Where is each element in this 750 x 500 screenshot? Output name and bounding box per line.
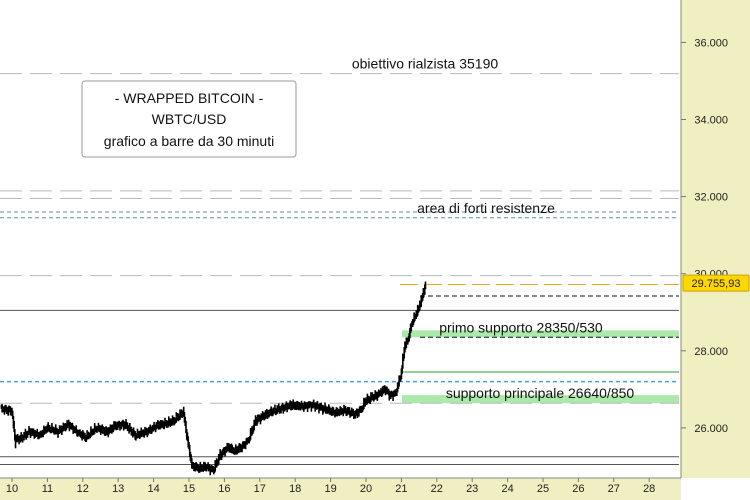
x-tick-label-28: 28 bbox=[643, 483, 655, 495]
x-axis-ticks: 10 11 12 13 14 15 16 17 18 19 20 21 22 23 24 25 26 27 28 bbox=[6, 478, 655, 495]
y-tick-label-26.000: 26.000 bbox=[694, 423, 728, 435]
x-tick-label-17: 17 bbox=[254, 483, 266, 495]
title-line-2: WBTC/USD bbox=[152, 111, 227, 127]
x-tick-label-10: 10 bbox=[6, 483, 18, 495]
x-tick-label-21: 21 bbox=[395, 483, 407, 495]
support-band-2 bbox=[402, 395, 679, 404]
title-box-frame bbox=[81, 80, 297, 158]
y-tick-label-28.000: 28.000 bbox=[694, 346, 728, 358]
last-price-tag: 29.755,93 bbox=[682, 274, 750, 292]
x-tick-label-27: 27 bbox=[608, 483, 620, 495]
y-axis-panel bbox=[681, 0, 750, 478]
title-line-1: - WRAPPED BITCOIN - bbox=[115, 90, 264, 106]
x-tick-label-16: 16 bbox=[218, 483, 230, 495]
x-tick-label-14: 14 bbox=[147, 483, 159, 495]
x-tick-label-23: 23 bbox=[466, 483, 478, 495]
x-tick-label-26: 26 bbox=[572, 483, 584, 495]
level-labels: obiettivo rialzista 35190 area di forti r… bbox=[352, 56, 635, 402]
title-box: - WRAPPED BITCOIN - WBTC/USD grafico a b… bbox=[81, 80, 297, 158]
level-label-10: primo supporto 28350/530 bbox=[439, 319, 603, 335]
x-tick-label-19: 19 bbox=[324, 483, 336, 495]
x-tick-label-22: 22 bbox=[431, 483, 443, 495]
y-tick-label-36.000: 36.000 bbox=[694, 37, 728, 49]
x-tick-label-11: 11 bbox=[42, 483, 53, 495]
x-tick-label-20: 20 bbox=[360, 483, 372, 495]
price-bars bbox=[0, 281, 427, 476]
price-levels bbox=[0, 73, 679, 466]
x-tick-label-18: 18 bbox=[289, 483, 301, 495]
title-line-3: grafico a barre da 30 minuti bbox=[104, 133, 274, 149]
level-label-5: area di forti resistenze bbox=[417, 200, 555, 216]
support-bands bbox=[402, 330, 679, 404]
x-tick-label-25: 25 bbox=[537, 483, 549, 495]
x-tick-label-15: 15 bbox=[183, 483, 195, 495]
last-price-value: 29.755,93 bbox=[692, 278, 741, 290]
x-tick-label-12: 12 bbox=[77, 483, 89, 495]
y-tick-label-34.000: 34.000 bbox=[694, 115, 728, 127]
x-tick-label-24: 24 bbox=[501, 483, 513, 495]
level-label-13: supporto principale 26640/850 bbox=[446, 385, 635, 401]
x-tick-label-13: 13 bbox=[112, 483, 124, 495]
last-price-tag-bg bbox=[682, 274, 750, 292]
support-band-1 bbox=[402, 330, 679, 338]
y-tick-label-32.000: 32.000 bbox=[694, 192, 728, 204]
x-axis-panel bbox=[0, 478, 681, 500]
level-label-1: obiettivo rialzista 35190 bbox=[352, 56, 499, 72]
